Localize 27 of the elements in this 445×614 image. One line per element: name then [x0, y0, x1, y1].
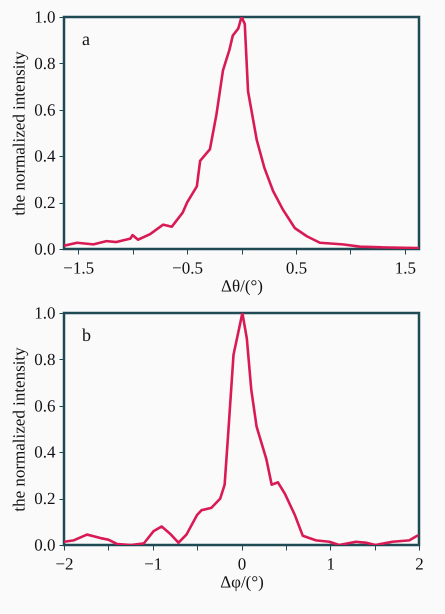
y-tick-label: 0.2: [34, 489, 56, 508]
x-axis-title: Δφ/(°): [220, 572, 264, 592]
x-tick-label: 0.5: [286, 258, 308, 278]
y-tick-label: 0.6: [34, 100, 56, 120]
x-tick-label: 1.5: [394, 258, 416, 278]
y-tick-label: 0.0: [34, 240, 56, 258]
y-tick-label: 0.2: [34, 193, 56, 212]
x-tick-label: −1: [144, 554, 162, 574]
y-tick-label: 0.8: [34, 54, 56, 73]
y-tick-label: 0.0: [34, 536, 56, 554]
y-axis-title: the normalized intensity: [9, 50, 28, 216]
x-tick-label: 0: [238, 554, 246, 574]
x-tick-label: −0.5: [172, 258, 203, 278]
y-tick-label: 1.0: [34, 304, 56, 322]
y-tick-label: 0.8: [34, 350, 56, 369]
y-axis-title: the normalized intensity: [9, 346, 28, 512]
annotation: a: [82, 29, 90, 49]
annotation: b: [82, 325, 91, 345]
x-tick-label: 1: [326, 554, 335, 574]
x-tick-label: −2: [55, 554, 74, 574]
y-tick-label: 0.4: [34, 146, 56, 166]
y-tick-label: 0.6: [34, 396, 56, 416]
x-tick-label: −1.5: [63, 258, 94, 278]
x-tick-label: 2: [415, 554, 424, 574]
y-tick-label: 1.0: [34, 8, 56, 26]
y-tick-label: 0.4: [34, 442, 56, 462]
x-axis-title: Δθ/(°): [221, 276, 263, 296]
